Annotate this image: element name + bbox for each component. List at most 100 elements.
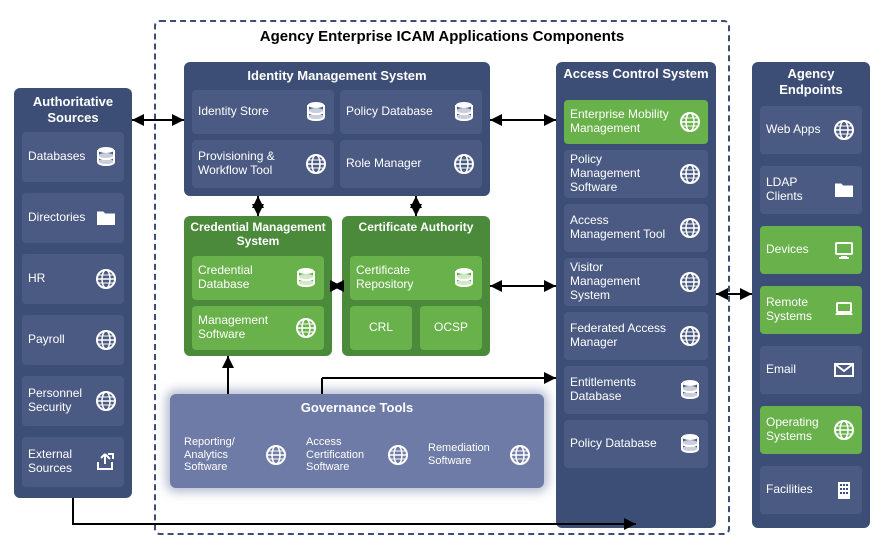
item-ldap-clients: LDAP Clients: [760, 166, 862, 214]
item-payroll: Payroll: [22, 315, 124, 365]
item-label: LDAP Clients: [766, 176, 828, 204]
database-icon: [678, 378, 702, 402]
globe-icon: [264, 443, 288, 467]
item-label: Remote Systems: [766, 296, 828, 324]
item-label: Web Apps: [766, 123, 828, 137]
item-label: Directories: [28, 211, 90, 225]
share-icon: [94, 450, 118, 474]
panel-title-auth: Authoritative Sources: [14, 88, 132, 125]
panel-title-identity: Identity Management System: [184, 62, 490, 83]
database-icon: [304, 100, 328, 124]
globe-icon: [832, 418, 856, 442]
item-operating-systems: Operating Systems: [760, 406, 862, 454]
database-icon: [452, 266, 476, 290]
item-policy-database: Policy Database: [564, 420, 708, 468]
main-title: Agency Enterprise ICAM Applications Comp…: [154, 28, 730, 45]
item-web-apps: Web Apps: [760, 106, 862, 154]
item-label: Identity Store: [198, 105, 300, 119]
item-reporting-analytics-software: Reporting/ Analytics Software: [178, 430, 294, 480]
item-access-management-tool: Access Management Tool: [564, 204, 708, 252]
item-label: Credential Database: [198, 264, 290, 292]
item-crl: CRL: [350, 306, 412, 350]
item-role-manager: Role Manager: [340, 140, 482, 188]
item-hr: HR: [22, 254, 124, 304]
item-label: Management Software: [198, 314, 290, 342]
item-management-software: Management Software: [192, 306, 324, 350]
item-label: Provisioning & Workflow Tool: [198, 150, 300, 178]
item-access-certification-software: Access Certification Software: [300, 430, 416, 480]
item-label: Enterprise Mobility Management: [570, 108, 674, 136]
item-label: HR: [28, 272, 90, 286]
globe-icon: [678, 162, 702, 186]
item-label: Visitor Management System: [570, 261, 674, 302]
panel-title-endpoints: Agency Endpoints: [752, 62, 870, 97]
item-directories: Directories: [22, 193, 124, 243]
database-icon: [94, 145, 118, 169]
mail-icon: [832, 358, 856, 382]
item-policy-management-software: Policy Management Software: [564, 150, 708, 198]
globe-icon: [94, 267, 118, 291]
item-label: External Sources: [28, 448, 90, 476]
item-label: CRL: [369, 321, 393, 335]
item-label: Role Manager: [346, 157, 448, 171]
globe-icon: [678, 324, 702, 348]
globe-icon: [94, 389, 118, 413]
globe-icon: [294, 316, 318, 340]
globe-icon: [508, 443, 532, 467]
item-enterprise-mobility-management: Enterprise Mobility Management: [564, 100, 708, 144]
device-icon: [832, 238, 856, 262]
globe-icon: [452, 152, 476, 176]
panel-title-access: Access Control System: [556, 62, 716, 82]
item-identity-store: Identity Store: [192, 90, 334, 134]
item-label: Devices: [766, 243, 828, 257]
globe-icon: [304, 152, 328, 176]
item-label: OCSP: [434, 321, 468, 335]
item-label: Databases: [28, 150, 90, 164]
globe-icon: [678, 110, 702, 134]
database-icon: [678, 432, 702, 456]
item-visitor-management-system: Visitor Management System: [564, 258, 708, 306]
item-label: Remediation Software: [428, 442, 504, 467]
item-credential-database: Credential Database: [192, 256, 324, 300]
item-label: Certificate Repository: [356, 264, 448, 292]
item-provisioning-workflow-tool: Provisioning & Workflow Tool: [192, 140, 334, 188]
item-databases: Databases: [22, 132, 124, 182]
item-entitlements-database: Entitlements Database: [564, 366, 708, 414]
folder-icon: [832, 178, 856, 202]
panel-title-cert: Certificate Authority: [342, 216, 490, 234]
item-label: Reporting/ Analytics Software: [184, 436, 260, 474]
item-certificate-repository: Certificate Repository: [350, 256, 482, 300]
item-facilities: Facilities: [760, 466, 862, 514]
item-remote-systems: Remote Systems: [760, 286, 862, 334]
item-ocsp: OCSP: [420, 306, 482, 350]
item-label: Policy Database: [570, 437, 674, 451]
item-label: Operating Systems: [766, 416, 828, 444]
item-label: Policy Management Software: [570, 153, 674, 194]
building-icon: [832, 478, 856, 502]
globe-icon: [386, 443, 410, 467]
item-label: Policy Database: [346, 105, 448, 119]
globe-icon: [832, 118, 856, 142]
item-label: Entitlements Database: [570, 376, 674, 404]
item-policy-database: Policy Database: [340, 90, 482, 134]
item-personnel-security: Personnel Security: [22, 376, 124, 426]
folder-icon: [94, 206, 118, 230]
panel-title-gov: Governance Tools: [170, 394, 544, 415]
item-external-sources: External Sources: [22, 437, 124, 487]
item-label: Email: [766, 363, 828, 377]
item-label: Personnel Security: [28, 387, 90, 415]
item-label: Access Management Tool: [570, 214, 674, 242]
globe-icon: [678, 270, 702, 294]
item-email: Email: [760, 346, 862, 394]
laptop-icon: [832, 298, 856, 322]
item-label: Payroll: [28, 333, 90, 347]
item-label: Facilities: [766, 483, 828, 497]
database-icon: [294, 266, 318, 290]
globe-icon: [94, 328, 118, 352]
item-remediation-software: Remediation Software: [422, 430, 538, 480]
item-devices: Devices: [760, 226, 862, 274]
globe-icon: [678, 216, 702, 240]
panel-title-cred: Credential Management System: [184, 216, 332, 249]
item-label: Access Certification Software: [306, 436, 382, 474]
item-federated-access-manager: Federated Access Manager: [564, 312, 708, 360]
